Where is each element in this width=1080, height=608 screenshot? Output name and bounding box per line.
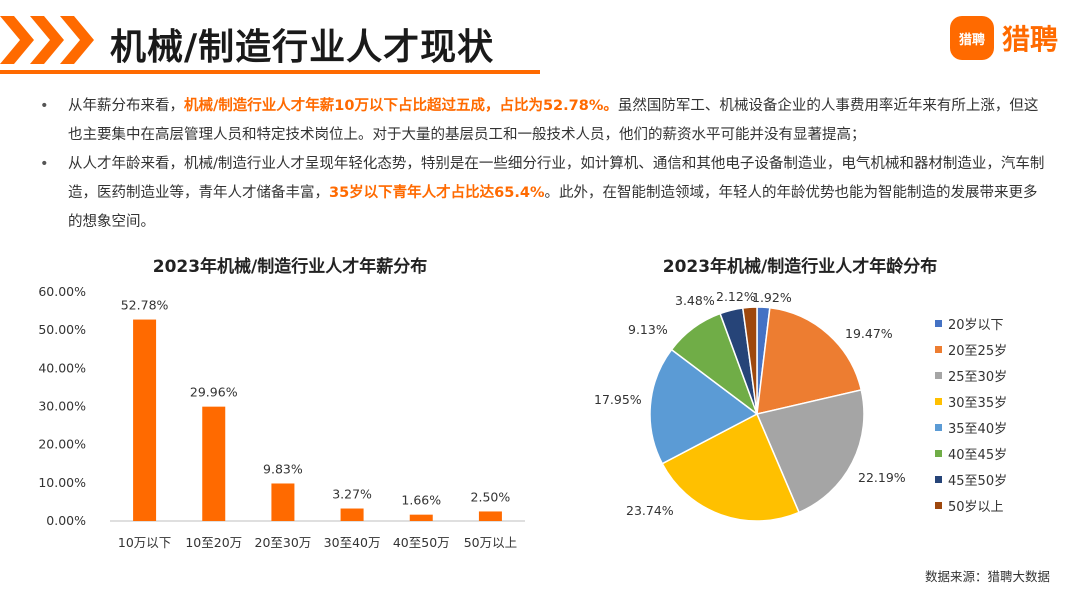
x-tick-label: 50万以上 xyxy=(464,535,517,550)
bar xyxy=(133,319,157,521)
bar xyxy=(271,483,295,521)
title-underline xyxy=(0,70,540,74)
legend-swatch xyxy=(935,475,942,483)
pie-slice xyxy=(756,306,863,415)
bullet-text: 从人才年龄来看，机械/制造行业人才呈现年轻化态势，特别是在一些细分行业，如计算机… xyxy=(68,156,1045,201)
pie-data-label: 19.47% xyxy=(845,326,893,341)
page-title: 机械/制造行业人才现状 xyxy=(110,27,495,68)
bar-data-label: 29.96% xyxy=(190,385,238,400)
pie-data-label: 23.74% xyxy=(626,503,674,518)
bullet-age: • 从人才年龄来看，机械/制造行业人才呈现年轻化态势，特别是在一些细分行业，如计… xyxy=(40,150,1050,237)
bullet-text: 虽然国防军工、机械设备企业的人事费用率近年来有所上涨，但这也主要集中在高层管理人… xyxy=(68,98,1039,143)
pie-slice xyxy=(649,348,759,465)
legend-label: 35至40岁 xyxy=(948,421,1008,437)
legend-label: 45至50岁 xyxy=(948,473,1008,489)
salary-bar-chart: 0.00% 10.00% 20.00% 30.00% 40.00% 50.00% 60.00… xyxy=(38,284,525,550)
y-tick-label: 10.00% xyxy=(38,475,86,490)
legend-swatch xyxy=(935,371,942,379)
legend-swatch xyxy=(935,345,942,353)
pie-data-label: 9.13% xyxy=(628,322,668,337)
y-tick-label: 20.00% xyxy=(38,437,86,452)
bullet-highlight: 机械/制造行业人才年薪10万以下占比超过五成，占比为52.78%。 xyxy=(184,98,618,114)
age-legend: 20岁以下 20至25岁 25至30岁 30至35岁 35至40岁 40至45岁 45至50… xyxy=(935,310,1007,518)
legend-item: 20至25岁 xyxy=(935,336,1007,362)
bar-data-label: 3.27% xyxy=(332,487,372,502)
header: 机械/制造行业人才现状 猎聘 猎聘 xyxy=(0,0,1080,80)
bar-data-label: 9.83% xyxy=(263,461,303,476)
legend-item: 50岁以上 xyxy=(935,492,1007,518)
liepin-logo: 猎聘 猎聘 xyxy=(949,16,1058,60)
legend-label: 25至30岁 xyxy=(948,369,1008,385)
legend-item: 45至50岁 xyxy=(935,466,1007,492)
age-chart-title: 2023年机械/制造行业人才年龄分布 xyxy=(662,257,938,277)
bullet-salary: • 从年薪分布来看，机械/制造行业人才年薪10万以下占比超过五成，占比为52.7… xyxy=(40,92,1050,150)
x-tick-label: 40至50万 xyxy=(393,535,450,550)
bar xyxy=(478,511,502,521)
pie-slice xyxy=(741,306,758,415)
bar-data-label: 1.66% xyxy=(401,493,441,508)
bullet-text: 从年薪分布来看， xyxy=(68,98,184,114)
legend-label: 20岁以下 xyxy=(948,317,1004,333)
age-pie-chart: 1.92% 19.47% 22.19% 23.74% 17.95% 9.13% 3.48% 2… xyxy=(594,289,906,522)
pie-slice xyxy=(755,389,865,514)
legend-swatch xyxy=(935,319,942,327)
x-tick-label: 10至20万 xyxy=(185,535,242,550)
salary-chart-title: 2023年机械/制造行业人才年薪分布 xyxy=(152,257,428,277)
pie-data-label: 1.92% xyxy=(752,290,792,305)
legend-label: 30至35岁 xyxy=(948,395,1008,411)
bullet-dot: • xyxy=(40,98,49,114)
logo-badge: 猎聘 xyxy=(949,16,994,60)
bar xyxy=(340,508,364,521)
legend-swatch xyxy=(935,449,942,457)
pie-data-label: 22.19% xyxy=(858,470,906,485)
y-tick-label: 0.00% xyxy=(46,513,86,528)
y-tick-label: 40.00% xyxy=(38,360,86,375)
legend-label: 50岁以上 xyxy=(948,499,1004,515)
y-tick-label: 60.00% xyxy=(38,284,86,299)
legend-label: 20至25岁 xyxy=(948,343,1008,359)
legend-item: 20岁以下 xyxy=(935,310,1007,336)
bar-data-label: 2.50% xyxy=(471,489,511,504)
chevron-arrows-icon xyxy=(0,16,94,64)
y-tick-label: 50.00% xyxy=(38,322,86,337)
pie-data-label: 3.48% xyxy=(675,293,715,308)
bullet-highlight: 35岁以下青年人才占比达65.4% xyxy=(329,185,545,201)
bullet-dot: • xyxy=(40,156,49,172)
x-tick-label: 30至40万 xyxy=(324,535,381,550)
legend-swatch xyxy=(935,501,942,509)
legend-swatch xyxy=(935,423,942,431)
data-source: 数据来源：猎聘大数据 xyxy=(924,569,1050,584)
legend-label: 40至45岁 xyxy=(948,447,1008,463)
legend-swatch xyxy=(935,397,942,405)
pie-slice xyxy=(661,412,800,522)
legend-item: 25至30岁 xyxy=(935,362,1007,388)
pie-data-label: 2.12% xyxy=(716,289,756,304)
summary-bullets: • 从年薪分布来看，机械/制造行业人才年薪10万以下占比超过五成，占比为52.7… xyxy=(40,92,1050,237)
logo-text: 猎聘 xyxy=(1001,23,1058,56)
x-tick-label: 10万以下 xyxy=(118,535,171,550)
legend-item: 35至40岁 xyxy=(935,414,1007,440)
bar xyxy=(202,406,226,521)
legend-item: 30至35岁 xyxy=(935,388,1007,414)
bar-data-label: 52.78% xyxy=(121,298,169,313)
x-tick-label: 20至30万 xyxy=(255,535,312,550)
bullet-text: 。此外，在智能制造领域，年轻人的年龄优势也能为智能制造的发展带来更多的想象空间。 xyxy=(68,185,1038,230)
pie-data-label: 17.95% xyxy=(594,392,642,407)
legend-item: 40至45岁 xyxy=(935,440,1007,466)
bar xyxy=(409,514,433,521)
y-tick-label: 30.00% xyxy=(38,399,86,414)
